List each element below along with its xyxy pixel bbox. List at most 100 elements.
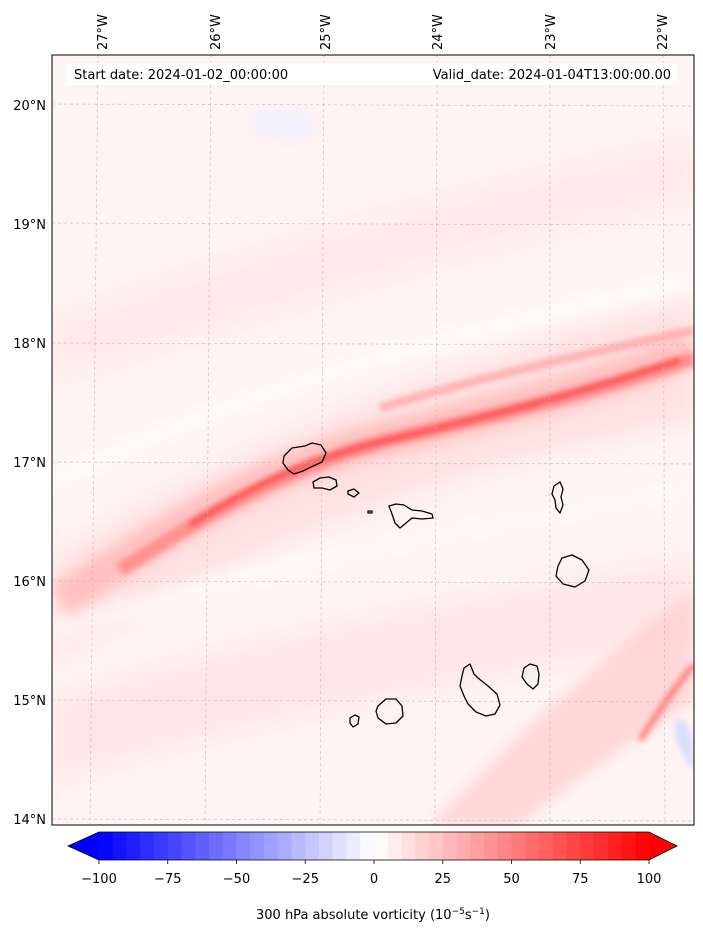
map-frame: [51, 54, 695, 826]
lon-tick-label: 25°W: [319, 14, 334, 50]
colorbar-cell: [140, 832, 155, 860]
colorbar-tick-label: 0: [370, 872, 378, 887]
vorticity-upper-band: [52, 140, 694, 380]
parallel-20n: [52, 103, 694, 107]
parallel-16n: [52, 580, 694, 584]
colorbar-tick-label: −75: [154, 872, 181, 887]
parallel-14n: [52, 818, 694, 822]
island-santa-luzia: [347, 488, 360, 498]
vorticity-white-lower: [52, 480, 694, 645]
colorbar-cell: [209, 832, 224, 860]
parallel-19n: [52, 222, 694, 226]
lat-tick-label: 20°N: [13, 99, 46, 114]
colorbar-cell: [539, 832, 554, 860]
meridian-24w: [434, 55, 438, 825]
colorbar-cell: [277, 832, 293, 860]
valid-date-label: Valid_date: 2024-01-04T13:00:00.00: [433, 68, 671, 83]
meridian-27w: [89, 55, 99, 825]
island-sao-nicolau: [388, 503, 434, 529]
colorbar-cell: [112, 832, 128, 860]
colorbar-cell: [154, 832, 169, 860]
lon-tick-labels: 27°W 26°W 25°W 24°W 23°W 22°W: [96, 14, 671, 50]
parallel-17n: [52, 461, 694, 465]
map-panel: [52, 55, 694, 825]
colorbar-cell: [222, 832, 238, 860]
colorbar-cells: [99, 832, 650, 860]
vorticity-se-band: [430, 590, 694, 825]
annotation-box: [66, 63, 678, 85]
colorbar-ticks: −100 −75 −50 −25 0 25 50 75 100: [81, 860, 661, 887]
colorbar-label: 300 hPa absolute vorticity (10−5s−1): [256, 907, 490, 923]
lat-tick-label: 19°N: [13, 218, 46, 233]
colorbar-cell: [497, 832, 513, 860]
colorbar-cell: [250, 832, 265, 860]
start-date-label: Start date: 2024-01-02_00:00:00: [74, 68, 288, 83]
lat-tick-label: 17°N: [13, 456, 46, 471]
island-brava: [349, 714, 360, 728]
colorbar-tick-label: 50: [503, 872, 520, 887]
colorbar-cell: [319, 832, 334, 860]
lat-tick-label: 16°N: [13, 575, 46, 590]
colorbar-tick-label: −50: [223, 872, 250, 887]
lat-tick-labels: 20°N 19°N 18°N 17°N 16°N 15°N 14°N: [13, 99, 46, 828]
island-fogo: [375, 698, 404, 725]
colorbar-cell: [484, 832, 499, 860]
colorbar-cell: [635, 832, 650, 860]
lon-tick-label: 22°W: [656, 14, 671, 50]
colorbar: −100 −75 −50 −25 0 25 50 75 100 300 hPa absolute…: [67, 831, 678, 923]
colorbar-cell: [305, 832, 320, 860]
colorbar-cell: [99, 832, 114, 860]
colorbar-tick-label: 25: [434, 872, 451, 887]
coastlines: [282, 442, 590, 728]
parallel-15n: [52, 699, 694, 703]
colorbar-extend-min: [68, 832, 99, 860]
colorbar-cell: [580, 832, 595, 860]
colorbar-cell: [387, 832, 403, 860]
vorticity-se-streak: [637, 662, 694, 742]
lon-tick-label: 27°W: [96, 14, 111, 50]
colorbar-tick-label: 100: [637, 872, 662, 887]
colorbar-cell: [525, 832, 540, 860]
meridian-22w: [662, 55, 666, 825]
colorbar-cell: [607, 832, 623, 860]
lat-tick-label: 15°N: [13, 694, 46, 709]
colorbar-cell: [346, 832, 361, 860]
island-branco: [367, 510, 373, 514]
island-santiago: [459, 663, 501, 717]
colorbar-tick-label: −25: [292, 872, 319, 887]
lon-tick-label: 24°W: [431, 14, 446, 50]
colorbar-extend-max: [649, 832, 677, 860]
vorticity-blue-patch-se: [674, 719, 694, 770]
island-boa-vista: [555, 554, 590, 588]
colorbar-cell: [126, 832, 141, 860]
island-sal: [551, 481, 564, 514]
vorticity-lower-band: [52, 560, 694, 780]
colorbar-cell: [594, 832, 609, 860]
colorbar-tick-label: 75: [572, 872, 589, 887]
island-santo-antao: [282, 442, 327, 475]
colorbar-tick-label: −100: [81, 872, 117, 887]
parallel-18n: [52, 342, 694, 346]
gridlines: [52, 55, 694, 825]
lon-tick-label: 23°W: [544, 14, 559, 50]
colorbar-cell: [264, 832, 279, 860]
colorbar-cell: [552, 832, 568, 860]
lon-tick-label: 26°W: [209, 14, 224, 50]
colorbar-cell: [442, 832, 458, 860]
island-sao-vicente: [312, 476, 338, 491]
colorbar-cell: [415, 832, 430, 860]
colorbar-cell: [236, 832, 251, 860]
island-maio: [521, 663, 540, 690]
colorbar-cell: [456, 832, 471, 860]
vorticity-field: [52, 109, 694, 825]
colorbar-cell: [195, 832, 210, 860]
colorbar-cell: [291, 832, 306, 860]
vorticity-filament-core: [188, 357, 681, 528]
vorticity-filament-upper: [378, 326, 694, 412]
meridian-25w: [319, 55, 325, 825]
lat-tick-label: 14°N: [13, 813, 46, 828]
colorbar-cell: [167, 832, 183, 860]
colorbar-cell: [374, 832, 389, 860]
meridian-26w: [204, 55, 212, 825]
